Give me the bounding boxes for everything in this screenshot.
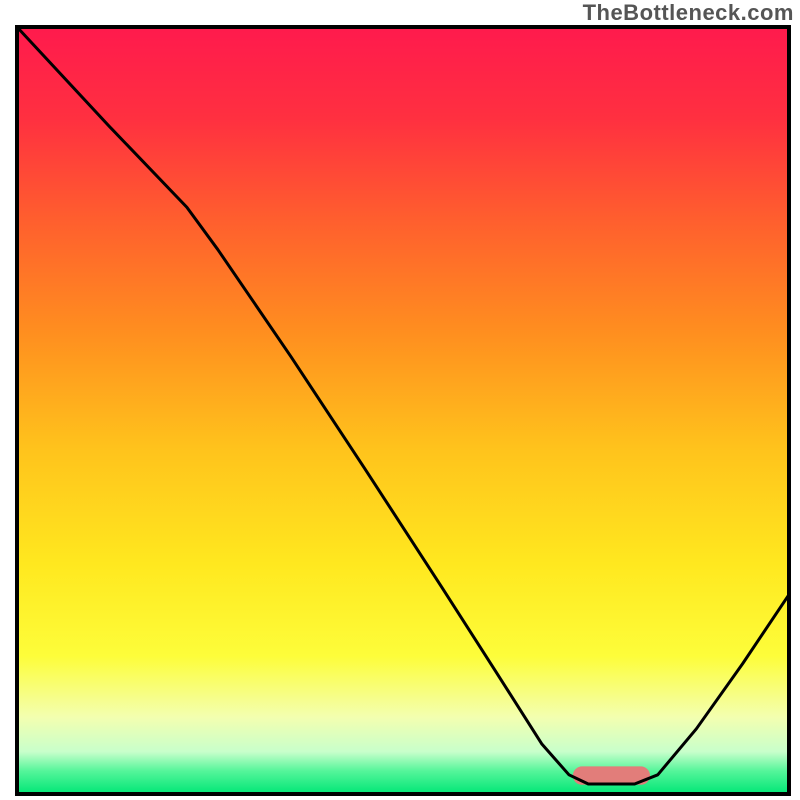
plot-area: [15, 25, 791, 796]
gradient-background: [17, 27, 789, 794]
watermark-text: TheBottleneck.com: [583, 0, 794, 26]
chart-container: TheBottleneck.com: [0, 0, 800, 800]
chart-svg: [15, 25, 791, 796]
